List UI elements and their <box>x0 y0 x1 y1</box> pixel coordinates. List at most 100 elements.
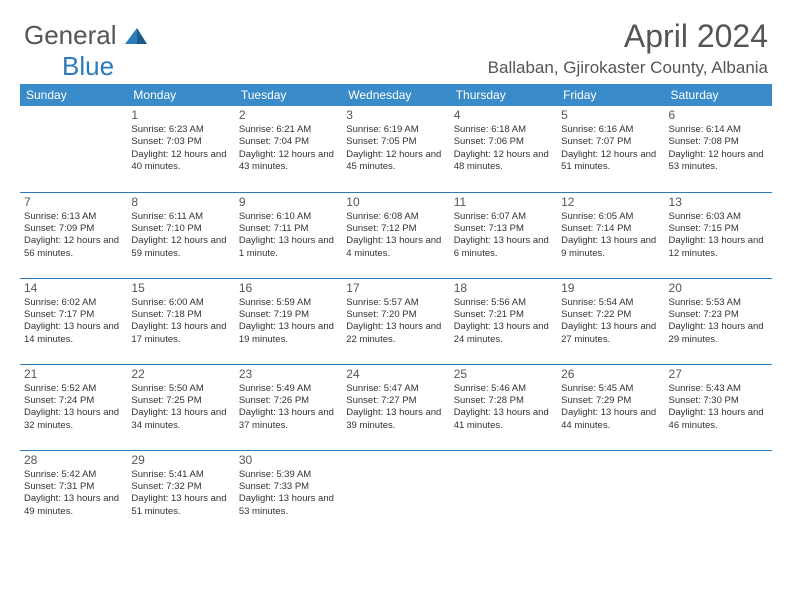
calendar-day-cell: 30Sunrise: 5:39 AMSunset: 7:33 PMDayligh… <box>235 450 342 536</box>
calendar-day-cell: 1 Sunrise: 6:23 AMSunset: 7:03 PMDaylight… <box>127 106 234 192</box>
calendar-day-cell <box>450 450 557 536</box>
day-info: Sunrise: 6:00 AMSunset: 7:18 PMDaylight:… <box>131 297 230 346</box>
calendar-day-cell: 23 Sunrise: 5:49 AMSunset: 7:26 PMDayligh… <box>235 364 342 450</box>
day-number: 5 <box>561 108 660 122</box>
calendar-day-cell: 18 Sunrise: 5:56 AMSunset: 7:21 PMDayligh… <box>450 278 557 364</box>
day-info: Sunrise: 6:14 AMSunset: 7:08 PMDaylight:… <box>669 124 768 173</box>
calendar-day-cell <box>557 450 664 536</box>
calendar-day-cell: 5 Sunrise: 6:16 AMSunset: 7:07 PMDaylight… <box>557 106 664 192</box>
day-header: Friday <box>557 84 664 106</box>
day-header: Saturday <box>665 84 772 106</box>
day-number: 9 <box>239 195 338 209</box>
day-number: 2 <box>239 108 338 122</box>
calendar-day-cell: 11 Sunrise: 6:07 AMSunset: 7:13 PMDayligh… <box>450 192 557 278</box>
day-header: Monday <box>127 84 234 106</box>
day-info: Sunrise: 6:07 AMSunset: 7:13 PMDaylight:… <box>454 211 553 260</box>
day-info: Sunrise: 6:03 AMSunset: 7:15 PMDaylight:… <box>669 211 768 260</box>
day-number: 22 <box>131 367 230 381</box>
day-number: 15 <box>131 281 230 295</box>
calendar-day-cell: 28Sunrise: 5:42 AMSunset: 7:31 PMDayligh… <box>20 450 127 536</box>
day-number: 1 <box>131 108 230 122</box>
calendar-day-cell: 12Sunrise: 6:05 AMSunset: 7:14 PMDayligh… <box>557 192 664 278</box>
page-title: April 2024 <box>624 18 768 55</box>
calendar-day-cell: 14 Sunrise: 6:02 AMSunset: 7:17 PMDayligh… <box>20 278 127 364</box>
day-info: Sunrise: 5:52 AMSunset: 7:24 PMDaylight:… <box>24 383 123 432</box>
day-number: 29 <box>131 453 230 467</box>
day-info: Sunrise: 5:47 AMSunset: 7:27 PMDaylight:… <box>346 383 445 432</box>
day-info: Sunrise: 5:59 AMSunset: 7:19 PMDaylight:… <box>239 297 338 346</box>
day-number: 6 <box>669 108 768 122</box>
day-info: Sunrise: 6:23 AMSunset: 7:03 PMDaylight:… <box>131 124 230 173</box>
day-number: 14 <box>24 281 123 295</box>
day-number: 30 <box>239 453 338 467</box>
calendar-day-cell: 29 Sunrise: 5:41 AMSunset: 7:32 PMDayligh… <box>127 450 234 536</box>
day-info: Sunrise: 6:08 AMSunset: 7:12 PMDaylight:… <box>346 211 445 260</box>
day-number: 3 <box>346 108 445 122</box>
day-info: Sunrise: 5:43 AMSunset: 7:30 PMDaylight:… <box>669 383 768 432</box>
day-number: 21 <box>24 367 123 381</box>
calendar-week-row: 7Sunrise: 6:13 AMSunset: 7:09 PMDaylight… <box>20 192 772 278</box>
day-info: Sunrise: 5:49 AMSunset: 7:26 PMDaylight:… <box>239 383 338 432</box>
location-text: Ballaban, Gjirokaster County, Albania <box>488 58 768 78</box>
calendar-week-row: 28Sunrise: 5:42 AMSunset: 7:31 PMDayligh… <box>20 450 772 536</box>
day-number: 19 <box>561 281 660 295</box>
day-info: Sunrise: 6:10 AMSunset: 7:11 PMDaylight:… <box>239 211 338 260</box>
day-info: Sunrise: 5:46 AMSunset: 7:28 PMDaylight:… <box>454 383 553 432</box>
day-number: 11 <box>454 195 553 209</box>
day-info: Sunrise: 6:21 AMSunset: 7:04 PMDaylight:… <box>239 124 338 173</box>
calendar-day-cell: 10 Sunrise: 6:08 AMSunset: 7:12 PMDayligh… <box>342 192 449 278</box>
calendar-day-cell: 22Sunrise: 5:50 AMSunset: 7:25 PMDayligh… <box>127 364 234 450</box>
day-header: Wednesday <box>342 84 449 106</box>
day-number: 23 <box>239 367 338 381</box>
day-info: Sunrise: 5:56 AMSunset: 7:21 PMDaylight:… <box>454 297 553 346</box>
day-number: 10 <box>346 195 445 209</box>
day-number: 12 <box>561 195 660 209</box>
day-header: Thursday <box>450 84 557 106</box>
day-number: 24 <box>346 367 445 381</box>
logo-text-blue: Blue <box>62 51 114 81</box>
day-number: 25 <box>454 367 553 381</box>
calendar-day-cell: 9 Sunrise: 6:10 AMSunset: 7:11 PMDaylight… <box>235 192 342 278</box>
calendar-day-cell: 17 Sunrise: 5:57 AMSunset: 7:20 PMDayligh… <box>342 278 449 364</box>
day-info: Sunrise: 5:53 AMSunset: 7:23 PMDaylight:… <box>669 297 768 346</box>
calendar-week-row: 21 Sunrise: 5:52 AMSunset: 7:24 PMDayligh… <box>20 364 772 450</box>
day-number: 18 <box>454 281 553 295</box>
day-number: 26 <box>561 367 660 381</box>
logo-text-general: General <box>24 20 117 50</box>
day-header: Sunday <box>20 84 127 106</box>
calendar-day-cell <box>665 450 772 536</box>
calendar-week-row: 1 Sunrise: 6:23 AMSunset: 7:03 PMDaylight… <box>20 106 772 192</box>
calendar-day-cell: 24 Sunrise: 5:47 AMSunset: 7:27 PMDayligh… <box>342 364 449 450</box>
calendar-day-cell: 16 Sunrise: 5:59 AMSunset: 7:19 PMDayligh… <box>235 278 342 364</box>
calendar-body: 1 Sunrise: 6:23 AMSunset: 7:03 PMDaylight… <box>20 106 772 536</box>
day-number: 13 <box>669 195 768 209</box>
day-number: 17 <box>346 281 445 295</box>
calendar-day-cell: 21 Sunrise: 5:52 AMSunset: 7:24 PMDayligh… <box>20 364 127 450</box>
calendar-day-cell: 13 Sunrise: 6:03 AMSunset: 7:15 PMDayligh… <box>665 192 772 278</box>
calendar-week-row: 14 Sunrise: 6:02 AMSunset: 7:17 PMDayligh… <box>20 278 772 364</box>
calendar-day-cell: 6 Sunrise: 6:14 AMSunset: 7:08 PMDaylight… <box>665 106 772 192</box>
calendar-table: SundayMondayTuesdayWednesdayThursdayFrid… <box>20 84 772 536</box>
day-info: Sunrise: 5:54 AMSunset: 7:22 PMDaylight:… <box>561 297 660 346</box>
logo-triangle-icon <box>125 28 147 49</box>
day-info: Sunrise: 6:02 AMSunset: 7:17 PMDaylight:… <box>24 297 123 346</box>
day-number: 20 <box>669 281 768 295</box>
day-info: Sunrise: 5:41 AMSunset: 7:32 PMDaylight:… <box>131 469 230 518</box>
day-info: Sunrise: 5:45 AMSunset: 7:29 PMDaylight:… <box>561 383 660 432</box>
calendar-day-cell: 3 Sunrise: 6:19 AMSunset: 7:05 PMDaylight… <box>342 106 449 192</box>
day-info: Sunrise: 6:13 AMSunset: 7:09 PMDaylight:… <box>24 211 123 260</box>
calendar-day-cell: 4 Sunrise: 6:18 AMSunset: 7:06 PMDaylight… <box>450 106 557 192</box>
calendar-day-cell: 27 Sunrise: 5:43 AMSunset: 7:30 PMDayligh… <box>665 364 772 450</box>
day-number: 27 <box>669 367 768 381</box>
day-number: 4 <box>454 108 553 122</box>
calendar-day-cell: 20 Sunrise: 5:53 AMSunset: 7:23 PMDayligh… <box>665 278 772 364</box>
day-info: Sunrise: 6:19 AMSunset: 7:05 PMDaylight:… <box>346 124 445 173</box>
day-info: Sunrise: 6:16 AMSunset: 7:07 PMDaylight:… <box>561 124 660 173</box>
day-number: 16 <box>239 281 338 295</box>
day-info: Sunrise: 6:18 AMSunset: 7:06 PMDaylight:… <box>454 124 553 173</box>
day-header-row: SundayMondayTuesdayWednesdayThursdayFrid… <box>20 84 772 106</box>
day-info: Sunrise: 5:57 AMSunset: 7:20 PMDaylight:… <box>346 297 445 346</box>
day-number: 28 <box>24 453 123 467</box>
day-header: Tuesday <box>235 84 342 106</box>
calendar-day-cell <box>20 106 127 192</box>
